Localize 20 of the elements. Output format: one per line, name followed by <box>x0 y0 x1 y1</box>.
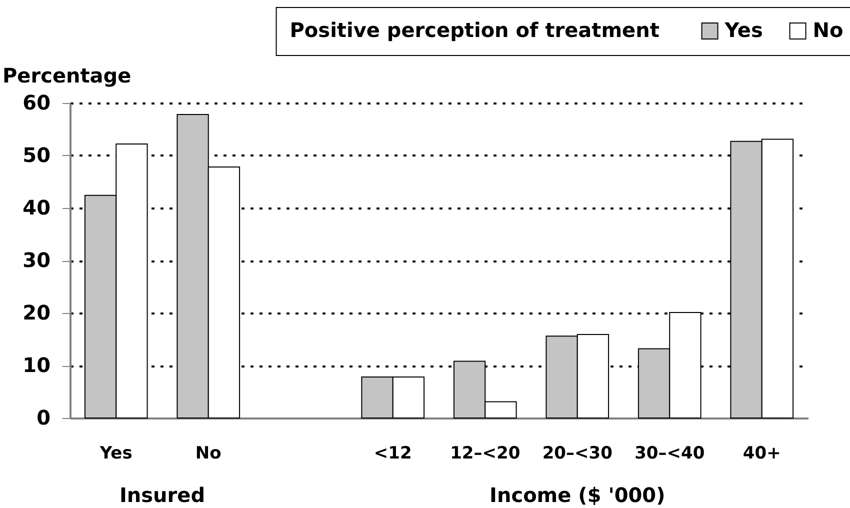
y-tick-label: 60 <box>22 90 50 114</box>
x-tick-label: 30–<40 <box>634 444 705 464</box>
y-tick-label: 10 <box>22 353 50 377</box>
y-tick-label: 30 <box>22 248 50 272</box>
y-tick-label: 20 <box>22 300 50 324</box>
x-tick-label: 40+ <box>742 444 781 464</box>
y-tick-label: 50 <box>22 143 50 167</box>
legend-label: No <box>812 18 844 42</box>
y-axis-title: Percentage <box>2 64 132 88</box>
x-tick-label: No <box>195 444 222 464</box>
text: Insured <box>119 483 206 507</box>
x-tick-label: Yes <box>98 444 132 464</box>
x-tick-label: 12–<20 <box>450 444 520 464</box>
text: Income ($ '000) <box>490 483 666 507</box>
y-tick-label: 0 <box>36 406 50 430</box>
legend-label: Yes <box>724 18 763 42</box>
legend-title: Positive perception of treatment <box>290 18 660 42</box>
x-tick-label: <12 <box>374 444 412 464</box>
x-tick-label: 20–<30 <box>542 444 613 464</box>
y-tick-label: 40 <box>22 196 50 220</box>
